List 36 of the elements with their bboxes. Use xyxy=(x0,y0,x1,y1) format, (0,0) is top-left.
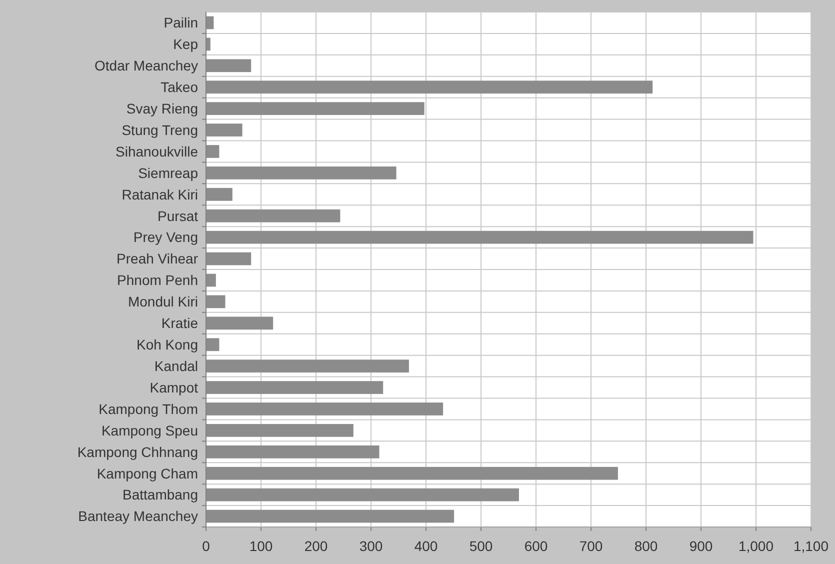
x-tick-label: 700 xyxy=(579,538,603,554)
y-tick-label: Svay Rieng xyxy=(126,100,198,116)
y-tick-label: Prey Veng xyxy=(133,229,198,246)
y-tick-label: Kampong Thom xyxy=(98,400,198,417)
x-tick-label: 500 xyxy=(469,538,493,554)
y-tick-label: Mondul Kiri xyxy=(128,294,198,310)
y-tick-label: Kandal xyxy=(154,358,198,374)
x-tick-label: 0 xyxy=(202,538,210,554)
x-tick-label: 1,100 xyxy=(793,538,829,554)
y-tick-label: Takeo xyxy=(160,79,198,96)
y-tick-label: Siemreap xyxy=(138,164,198,181)
y-tick-label: Kampot xyxy=(150,379,198,396)
y-tick-label: Kratie xyxy=(161,315,198,332)
x-tick-label: 1,000 xyxy=(738,538,774,554)
y-tick-label: Pursat xyxy=(158,208,198,224)
x-tick-label: 900 xyxy=(689,538,713,554)
y-tick-label: Koh Kong xyxy=(136,336,198,353)
y-tick-label: Pailin xyxy=(164,14,198,31)
y-tick-label: Stung Treng xyxy=(122,122,198,138)
y-tick-label: Kep xyxy=(173,36,198,52)
x-tick-label: 100 xyxy=(249,538,273,554)
y-tick-label: Preah Vihear xyxy=(116,250,198,267)
x-tick-label: 400 xyxy=(414,538,438,554)
y-tick-label: Banteay Meanchey xyxy=(78,508,198,524)
x-tick-label: 600 xyxy=(524,538,548,554)
y-tick-label: Ratanak Kiri xyxy=(122,186,198,202)
x-tick-label: 800 xyxy=(634,538,658,554)
y-tick-label: Battambang xyxy=(122,486,198,503)
y-tick-label: Otdar Meanchey xyxy=(94,58,198,74)
y-tick-label: Kampong Speu xyxy=(101,422,198,438)
x-tick-label: 200 xyxy=(304,538,328,554)
y-tick-label: Phnom Penh xyxy=(117,272,198,288)
y-tick-label: Sihanoukville xyxy=(116,143,198,160)
x-tick-label: 300 xyxy=(359,538,383,554)
y-tick-label: Kampong Cham xyxy=(96,465,198,482)
y-tick-label: Kampong Chhnang xyxy=(77,444,198,460)
